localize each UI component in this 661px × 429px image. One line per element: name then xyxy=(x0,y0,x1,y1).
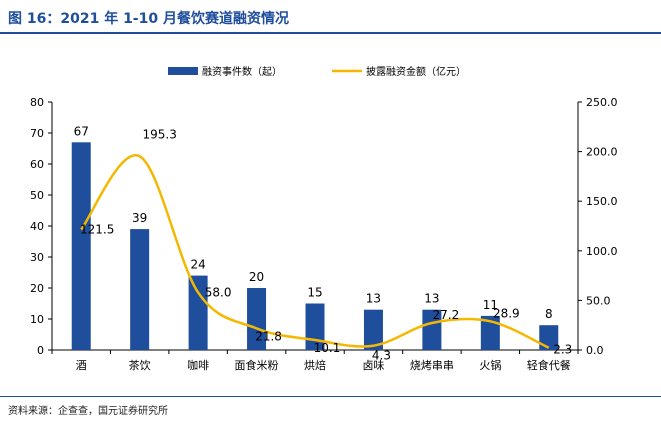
chart-area: 融资事件数（起） 披露融资金额（亿元） 0 10 20 30 40 50 60 70 80 0.0 50… xyxy=(0,40,661,390)
y-left-tick-label: 50 xyxy=(30,189,44,202)
bar xyxy=(71,142,91,350)
bar xyxy=(539,325,559,350)
x-tick-label: 烧烤串串 xyxy=(410,358,454,372)
y-right-tick-label: 200.0 xyxy=(586,146,618,159)
y-right-tick-label: 150.0 xyxy=(586,195,618,208)
x-tick-label: 酒 xyxy=(76,359,87,372)
y-left-tick-label: 20 xyxy=(30,282,44,295)
y-left-tick-label: 40 xyxy=(30,220,44,233)
legend-bar-swatch xyxy=(168,67,198,75)
line-value-label: 28.9 xyxy=(493,306,520,320)
x-tick-label: 轻食代餐 xyxy=(527,358,571,372)
bar xyxy=(130,229,150,350)
line-value-label: 4.3 xyxy=(372,349,391,363)
y-left-tick-label: 60 xyxy=(30,158,44,171)
x-tick-label: 卤味 xyxy=(362,359,384,372)
y-left-tick-label: 70 xyxy=(30,127,44,140)
bar-value-label: 67 xyxy=(74,124,89,138)
line-value-label: 195.3 xyxy=(142,127,176,141)
y-right-tick-label: 0.0 xyxy=(586,344,604,357)
bar-value-label: 8 xyxy=(545,307,553,321)
figure-title: 图 16：2021 年 1-10 月餐饮赛道融资情况 xyxy=(8,11,289,27)
line-value-label: 27.2 xyxy=(433,308,460,322)
bar xyxy=(480,315,500,350)
x-tick-label: 火锅 xyxy=(479,359,501,372)
x-tick-label: 咖啡 xyxy=(187,358,209,372)
bar-value-label: 20 xyxy=(249,270,264,284)
line-value-label: 58.0 xyxy=(205,285,232,299)
y-right-tick-label: 50.0 xyxy=(586,294,611,307)
y-left-tick-label: 30 xyxy=(30,251,44,264)
x-tick-label: 茶饮 xyxy=(129,359,151,372)
bar xyxy=(422,309,442,350)
x-tick-label: 烘焙 xyxy=(304,358,326,372)
y-right-tick-label: 100.0 xyxy=(586,245,618,258)
bar-value-label: 13 xyxy=(424,292,439,306)
y-left-tick-label: 10 xyxy=(30,313,44,326)
bar-value-label: 11 xyxy=(483,298,498,312)
bar xyxy=(363,309,383,350)
line-value-label: 10.1 xyxy=(314,341,341,355)
bar xyxy=(247,288,267,350)
combo-chart: 融资事件数（起） 披露融资金额（亿元） 0 10 20 30 40 50 60 70 80 0.0 50… xyxy=(30,65,618,372)
line-value-label: 21.8 xyxy=(255,329,282,343)
title-divider xyxy=(0,32,661,34)
title-bar: 图 16：2021 年 1-10 月餐饮赛道融资情况 xyxy=(0,0,661,34)
legend-bar-label: 融资事件数（起） xyxy=(202,65,282,78)
y-right-tick-label: 250.0 xyxy=(586,96,618,109)
line-value-label: 121.5 xyxy=(80,222,114,236)
source-divider xyxy=(0,396,661,397)
amount-line xyxy=(80,154,550,349)
bar-value-label: 39 xyxy=(132,211,147,225)
line-value-label: 2.3 xyxy=(553,343,572,357)
bar-value-label: 24 xyxy=(190,258,205,272)
x-tick-label: 面食米粉 xyxy=(235,358,279,372)
bar-value-label: 13 xyxy=(366,292,381,306)
bar-value-label: 15 xyxy=(307,286,322,300)
bar xyxy=(188,275,208,350)
legend-line-label: 披露融资金额（亿元） xyxy=(366,65,466,78)
source-note: 资料来源：企查查，国元证券研究所 xyxy=(8,406,168,417)
y-left-tick-label: 0 xyxy=(37,344,44,357)
y-left-tick-label: 80 xyxy=(30,96,44,109)
